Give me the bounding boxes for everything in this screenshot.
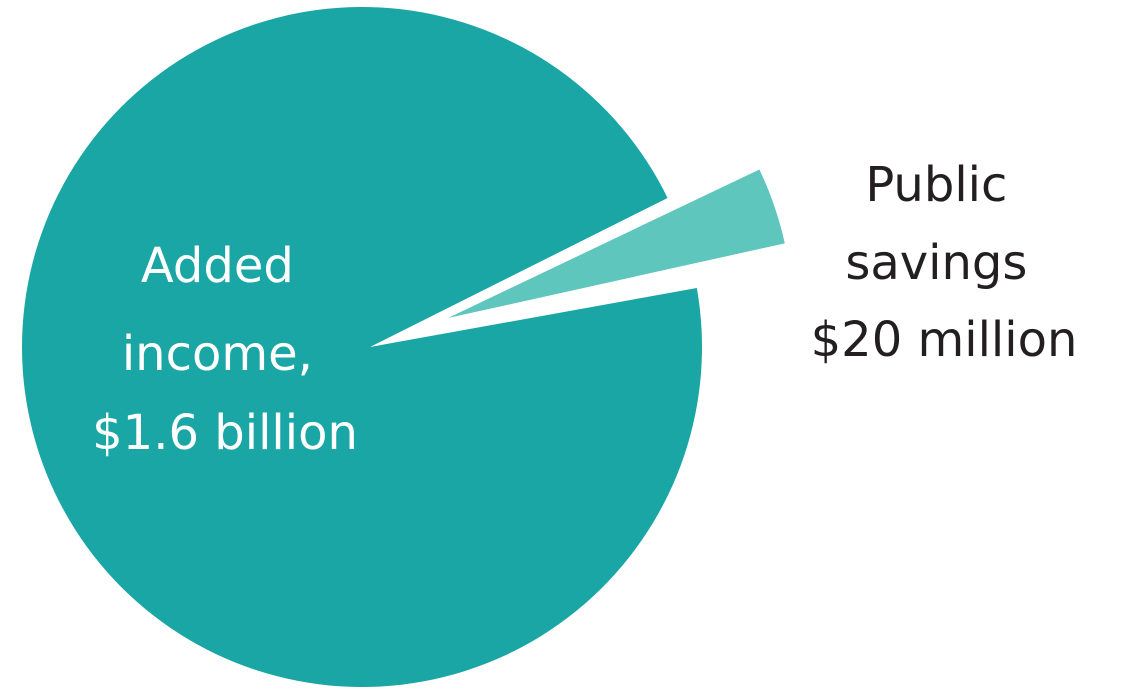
slice-label-added-income-line-2: income, [122, 326, 313, 382]
slice-label-added-income-line-3: $1.6 billion [92, 405, 358, 461]
slice-label-public-savings-line-2: savings [845, 235, 1027, 291]
slice-label-public-savings-line-1: Public [865, 157, 1007, 213]
slice-label-public-savings: Public savings $20 million [811, 157, 1078, 368]
slice-label-added-income-line-1: Added [141, 238, 294, 294]
pie-slice-public-savings [448, 169, 785, 318]
pie-slice-added-income [22, 7, 703, 688]
slice-label-public-savings-line-3: $20 million [811, 312, 1078, 368]
slice-label-added-income: Added income, $1.6 billion [92, 238, 358, 461]
